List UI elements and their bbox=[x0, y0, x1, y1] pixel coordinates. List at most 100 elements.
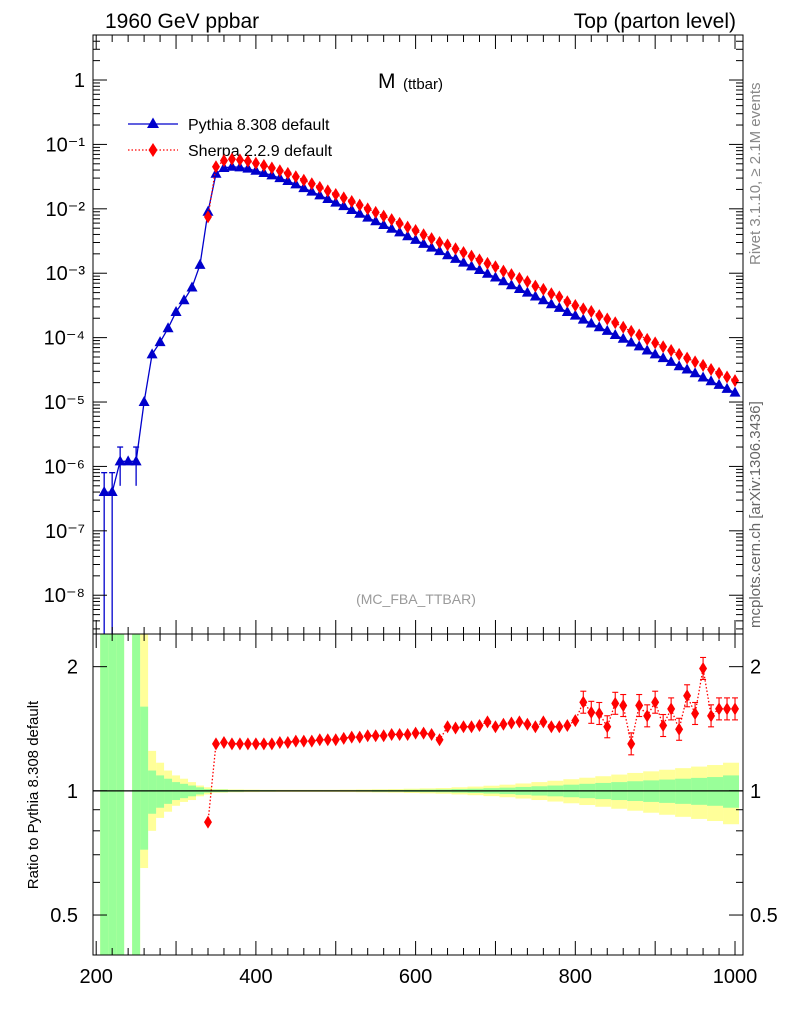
pythia-marker bbox=[585, 317, 597, 328]
sherpa-ratio-marker bbox=[387, 727, 396, 741]
sherpa-ratio-marker bbox=[659, 719, 668, 733]
pythia-marker bbox=[170, 305, 182, 316]
sherpa-ratio-marker bbox=[715, 702, 724, 716]
pythia-marker bbox=[705, 375, 717, 386]
sherpa-ratio-marker bbox=[731, 702, 740, 716]
sherpa-ratio-marker bbox=[579, 695, 588, 709]
sherpa-ratio-marker bbox=[203, 815, 212, 829]
sherpa-marker bbox=[299, 173, 308, 187]
sherpa-ratio-marker bbox=[475, 719, 484, 733]
sherpa-ratio-marker bbox=[539, 715, 548, 729]
sherpa-marker bbox=[419, 228, 428, 242]
sherpa-ratio-marker bbox=[299, 734, 308, 748]
pythia-marker bbox=[306, 185, 318, 196]
sherpa-ratio-marker bbox=[547, 720, 556, 734]
mc-uncertainty-band-inner bbox=[100, 634, 109, 955]
sherpa-ratio-marker bbox=[347, 730, 356, 744]
pythia-marker bbox=[298, 182, 310, 193]
pythia-marker bbox=[697, 371, 709, 382]
pythia-marker bbox=[513, 282, 525, 293]
pythia-marker bbox=[521, 286, 533, 297]
mc-uncertainty-band-inner bbox=[132, 634, 141, 955]
pythia-marker bbox=[561, 305, 573, 316]
sherpa-marker bbox=[499, 264, 508, 278]
sherpa-marker bbox=[515, 271, 524, 285]
pythia-marker bbox=[186, 281, 198, 292]
mcplots-reference-label: mcplots.cern.ch [arXiv:1306.3436] bbox=[747, 401, 764, 628]
pythia-marker bbox=[290, 178, 302, 189]
sherpa-marker bbox=[723, 370, 732, 384]
sherpa-marker bbox=[643, 332, 652, 346]
pythia-marker bbox=[466, 260, 478, 271]
upper-ytick-label: 10⁻⁷ bbox=[45, 521, 85, 543]
pythia-marker bbox=[569, 309, 581, 320]
sherpa-ratio-marker bbox=[563, 719, 572, 733]
pythia-marker bbox=[154, 336, 166, 347]
sherpa-ratio-marker bbox=[403, 727, 412, 741]
sherpa-marker bbox=[667, 344, 676, 358]
sherpa-ratio-marker bbox=[323, 733, 332, 747]
pythia-marker bbox=[473, 264, 485, 275]
sherpa-marker bbox=[387, 213, 396, 227]
pythia-marker bbox=[601, 324, 613, 335]
sherpa-ratio-marker bbox=[531, 720, 540, 734]
sherpa-marker bbox=[259, 159, 268, 173]
pythia-marker bbox=[434, 245, 446, 256]
sherpa-marker bbox=[435, 235, 444, 249]
sherpa-ratio-marker bbox=[315, 733, 324, 747]
upper-ytick-label: 10⁻⁸ bbox=[44, 585, 85, 607]
ratio-axes: 0.5 0.5 1 1 2 2 200 400 600 800 1000 bbox=[50, 633, 778, 988]
sherpa-ratio-marker bbox=[467, 720, 476, 734]
sherpa-ratio-marker bbox=[395, 727, 404, 741]
ratio-frame bbox=[92, 633, 744, 956]
sherpa-marker bbox=[619, 320, 628, 334]
sherpa-ratio-marker bbox=[339, 731, 348, 745]
upper-ytick-label: 10⁻⁶ bbox=[44, 456, 85, 478]
observable-subtitle: (ttbar) bbox=[403, 76, 443, 93]
analysis-watermark: (MC_FBA_TTBAR) bbox=[356, 591, 476, 607]
mc-uncertainty-band-inner bbox=[140, 706, 149, 850]
pythia-marker bbox=[505, 279, 517, 290]
pythia-marker bbox=[537, 294, 549, 305]
ratio-ytick-label: 0.5 bbox=[50, 905, 78, 927]
pythia-marker bbox=[242, 162, 254, 173]
pythia-marker bbox=[378, 219, 390, 230]
pythia-marker bbox=[338, 200, 350, 211]
sherpa-marker bbox=[227, 152, 236, 166]
pythia-marker bbox=[426, 241, 438, 252]
pythia-marker bbox=[162, 322, 174, 333]
sherpa-marker bbox=[595, 309, 604, 323]
sherpa-marker bbox=[475, 253, 484, 267]
pythia-marker bbox=[250, 164, 262, 175]
sherpa-marker bbox=[211, 160, 220, 174]
pythia-marker bbox=[593, 321, 605, 332]
sherpa-marker bbox=[707, 362, 716, 376]
pythia-marker bbox=[529, 290, 541, 301]
sherpa-marker bbox=[395, 216, 404, 230]
sherpa-marker bbox=[379, 209, 388, 223]
pythia-marker bbox=[489, 271, 501, 282]
sherpa-marker bbox=[283, 166, 292, 180]
ratio-uncertainty-bands bbox=[100, 634, 740, 955]
sherpa-marker bbox=[347, 194, 356, 208]
pythia-marker bbox=[314, 189, 326, 200]
sherpa-marker bbox=[219, 154, 228, 168]
sherpa-marker bbox=[627, 324, 636, 338]
pythia-marker bbox=[442, 249, 454, 260]
sherpa-marker bbox=[203, 210, 212, 224]
sherpa-ratio-marker bbox=[331, 733, 340, 747]
sherpa-marker bbox=[459, 245, 468, 259]
pythia-marker bbox=[553, 301, 565, 312]
mc-uncertainty-band-inner bbox=[116, 634, 125, 955]
pythia-marker bbox=[689, 367, 701, 378]
pythia-marker bbox=[362, 211, 374, 222]
pythia-marker bbox=[673, 360, 685, 371]
sherpa-marker bbox=[251, 156, 260, 170]
pythia-marker bbox=[194, 258, 206, 269]
sherpa-ratio-marker bbox=[603, 720, 612, 734]
sherpa-ratio-marker bbox=[291, 734, 300, 748]
pythia-marker bbox=[386, 222, 398, 233]
x-tick-label: 800 bbox=[559, 966, 592, 988]
ratio-ytick-label: 2 bbox=[67, 657, 78, 679]
